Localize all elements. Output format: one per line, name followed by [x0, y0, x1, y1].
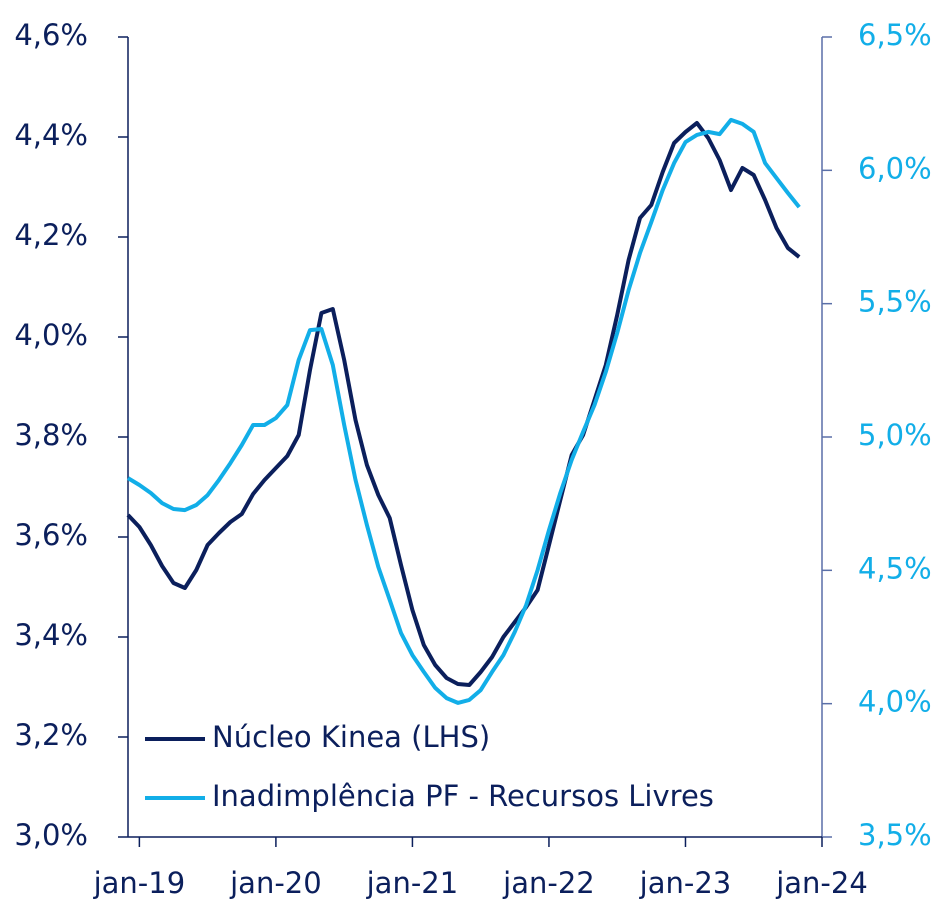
x-tick-label: jan-19 [93, 866, 186, 900]
y-tick-label: 3,0% [14, 818, 88, 852]
legend-label: Núcleo Kinea (LHS) [212, 720, 490, 754]
x-tick-label: jan-21 [366, 866, 459, 900]
y-tick-label: 4,0% [14, 318, 88, 352]
x-tick-label: jan-20 [229, 866, 322, 900]
x-tick-label: jan-23 [639, 866, 732, 900]
y2-tick-label: 5,5% [858, 285, 932, 319]
x-tick-label: jan-22 [502, 866, 595, 900]
y2-tick-label: 4,5% [858, 551, 932, 585]
x-tick-label: jan-24 [775, 866, 868, 900]
y-tick-label: 4,4% [14, 118, 88, 152]
y2-tick-label: 6,5% [858, 18, 932, 52]
y2-tick-label: 4,0% [858, 685, 932, 719]
y2-tick-label: 6,0% [858, 151, 932, 185]
y2-tick-label: 5,0% [858, 418, 932, 452]
y-tick-label: 4,2% [14, 218, 88, 252]
y-tick-label: 3,2% [14, 718, 88, 752]
y-tick-label: 3,4% [14, 618, 88, 652]
legend-label: Inadimplência PF - Recursos Livres [212, 779, 714, 813]
series-line [126, 121, 801, 687]
y-tick-label: 4,6% [14, 18, 88, 52]
y2-tick-label: 3,5% [858, 818, 932, 852]
series-line [126, 117, 801, 705]
y-tick-label: 3,8% [14, 418, 88, 452]
y-tick-label: 3,6% [14, 518, 88, 552]
